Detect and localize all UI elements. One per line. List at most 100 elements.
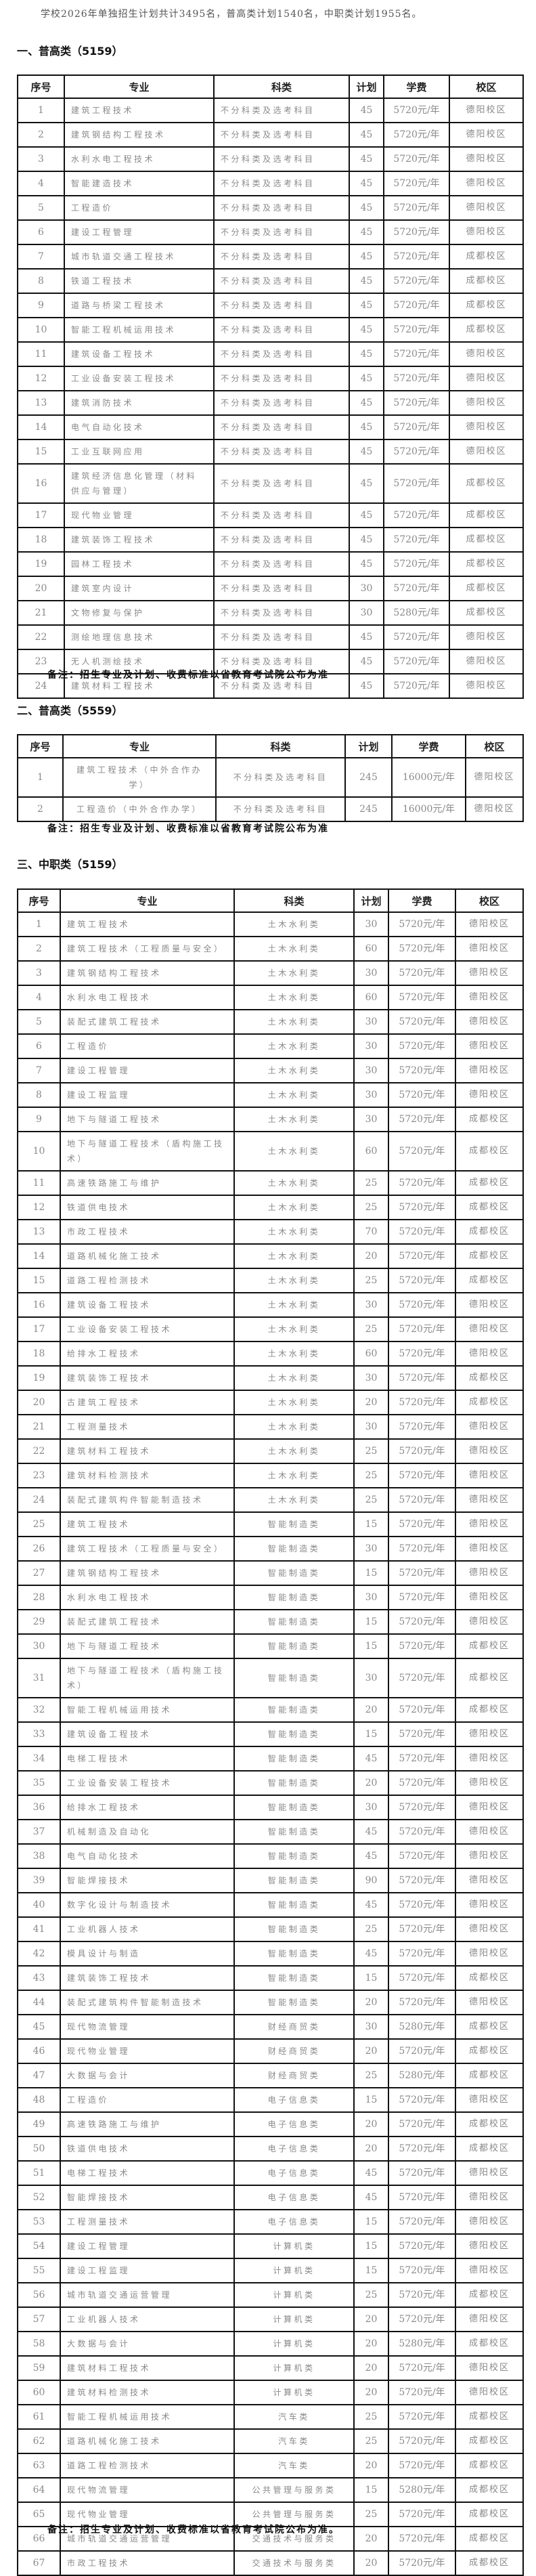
fee-cell: 5720元/年	[383, 414, 450, 440]
major-cell: 建筑材料工程技术	[64, 673, 215, 699]
category-cell: 计算机类	[233, 2306, 355, 2332]
campus-cell: 德阳校区	[455, 1487, 524, 1513]
fee-cell: 5720元/年	[388, 1107, 456, 1132]
plan-cell: 45	[353, 1746, 389, 1772]
table-row: 12 铁道供电技术 土木水利类 25 5720元/年 成都校区	[17, 1195, 524, 1220]
plan-cell: 45	[349, 527, 384, 553]
table-row: 17 工业设备安装工程技术 土木水利类 25 5720元/年 德阳校区	[17, 1316, 524, 1342]
seq-cell: 12	[17, 1195, 61, 1220]
plan-cell: 30	[353, 1009, 389, 1035]
table-row: 1 建筑工程技术（中外合作办学） 不分科类及选考科目 245 16000元/年 德阳校区	[17, 757, 524, 798]
major-cell: 文物修复与保护	[64, 600, 215, 626]
fee-cell: 5720元/年	[388, 1795, 456, 1820]
fee-cell: 5720元/年	[388, 1170, 456, 1196]
fee-cell: 5720元/年	[383, 244, 450, 270]
seq-cell: 15	[17, 1268, 61, 1293]
plan-cell: 45	[349, 219, 384, 245]
plan-cell: 45	[349, 171, 384, 196]
plan-cell: 45	[349, 502, 384, 528]
plan-cell: 60	[353, 1341, 389, 1367]
table-row: 27 建筑钢结构工程技术 智能制造类 15 5720元/年 德阳校区	[17, 1560, 524, 1586]
fee-cell: 5720元/年	[388, 2550, 456, 2576]
seq-cell: 59	[17, 2355, 61, 2381]
seq-cell: 18	[17, 527, 65, 553]
table-row: 51 电梯工程技术 电子信息类 45 5720元/年 德阳校区	[17, 2160, 524, 2186]
plan-cell: 25	[353, 1487, 389, 1513]
campus-cell: 成都校区	[455, 2550, 524, 2576]
fee-cell: 5720元/年	[388, 2380, 456, 2405]
fee-cell: 5720元/年	[388, 960, 456, 986]
plan-cell: 60	[353, 985, 389, 1010]
category-cell: 智能制造类	[233, 1843, 355, 1869]
major-cell: 建筑工程技术	[60, 1511, 235, 1537]
category-cell: 土木水利类	[233, 911, 355, 937]
fee-cell: 5720元/年	[383, 317, 450, 343]
seq-cell: 2	[17, 936, 61, 962]
header-campus: 校区	[465, 734, 524, 758]
table-row: 5 工程造价 不分科类及选考科目 45 5720元/年 德阳校区	[17, 195, 524, 221]
campus-cell: 德阳校区	[455, 1341, 524, 1367]
category-cell: 智能制造类	[233, 1795, 355, 1820]
campus-cell: 德阳校区	[455, 1990, 524, 2015]
seq-cell: 36	[17, 1795, 61, 1820]
table-row: 7 城市轨道交通工程技术 不分科类及选考科目 45 5720元/年 成都校区	[17, 244, 524, 270]
campus-cell: 德阳校区	[449, 219, 524, 245]
major-cell: 数字化设计与制造技术	[60, 1892, 235, 1918]
plan-cell: 70	[353, 1219, 389, 1245]
table-row: 5 装配式建筑工程技术 土木水利类 30 5720元/年 德阳校区	[17, 1009, 524, 1035]
category-cell: 不分科类及选考科目	[213, 244, 350, 270]
campus-cell: 德阳校区	[465, 796, 524, 822]
campus-cell: 德阳校区	[455, 1609, 524, 1635]
fee-cell: 16000元/年	[391, 796, 466, 822]
major-cell: 建筑设备工程技术	[64, 341, 215, 367]
category-cell: 汽车类	[233, 2428, 355, 2454]
plan-cell: 30	[353, 1082, 389, 1108]
table-header-row: 序号 专业 科类 计划 学费 校区	[17, 74, 524, 99]
category-cell: 土木水利类	[233, 1131, 355, 1172]
seq-cell: 18	[17, 1341, 61, 1367]
fee-cell: 5720元/年	[388, 2136, 456, 2162]
plan-cell: 20	[353, 2038, 389, 2064]
plan-cell: 30	[353, 1033, 389, 1059]
major-cell: 建筑工程技术（中外合作办学）	[62, 757, 217, 798]
category-cell: 智能制造类	[233, 1560, 355, 1586]
table-row: 22 建筑材料工程技术 土木水利类 25 5720元/年 德阳校区	[17, 1438, 524, 1464]
campus-cell: 成都校区	[455, 1633, 524, 1659]
major-cell: 古建筑工程技术	[60, 1390, 235, 1415]
seq-cell: 16	[17, 1292, 61, 1318]
category-cell: 电子信息类	[233, 2136, 355, 2162]
plan-cell: 15	[353, 1965, 389, 1991]
campus-cell: 德阳校区	[455, 1843, 524, 1869]
table-row: 21 文物修复与保护 不分科类及选考科目 30 5280元/年 成都校区	[17, 600, 524, 626]
fee-cell: 5720元/年	[388, 1219, 456, 1245]
table-row: 20 建筑室内设计 不分科类及选考科目 30 5720元/年 成都校区	[17, 576, 524, 601]
table-row: 26 建筑工程技术（工程质量与安全） 智能制造类 30 5720元/年 德阳校区	[17, 1536, 524, 1562]
major-cell: 建筑钢结构工程技术	[60, 960, 235, 986]
category-cell: 不分科类及选考科目	[213, 268, 350, 294]
category-cell: 土木水利类	[233, 1487, 355, 1513]
seq-cell: 48	[17, 2087, 61, 2113]
table-row: 36 给排水工程技术 智能制造类 30 5720元/年 德阳校区	[17, 1795, 524, 1820]
seq-cell: 1	[17, 757, 64, 798]
header-category: 科类	[233, 888, 355, 913]
seq-cell: 8	[17, 268, 65, 294]
fee-cell: 5720元/年	[383, 463, 450, 504]
campus-cell: 成都校区	[455, 1365, 524, 1391]
table-row: 2 建筑钢结构工程技术 不分科类及选考科目 45 5720元/年 德阳校区	[17, 122, 524, 148]
plan-cell: 25	[353, 1463, 389, 1488]
plan-cell: 25	[353, 1195, 389, 1220]
campus-cell: 德阳校区	[455, 1058, 524, 1083]
major-cell: 地下与隧道工程技术（盾构施工技术）	[60, 1131, 235, 1172]
campus-cell: 成都校区	[449, 244, 524, 270]
major-cell: 水利水电工程技术	[60, 1585, 235, 1610]
campus-cell: 成都校区	[455, 1243, 524, 1269]
table-row: 11 建筑设备工程技术 不分科类及选考科目 45 5720元/年 德阳校区	[17, 341, 524, 367]
major-cell: 建筑材料检测技术	[60, 2380, 235, 2405]
table-row: 16 建筑设备工程技术 土木水利类 30 5720元/年 德阳校区	[17, 1292, 524, 1318]
category-cell: 不分科类及选考科目	[213, 600, 350, 626]
campus-cell: 成都校区	[455, 1170, 524, 1196]
major-cell: 建筑工程技术（工程质量与安全）	[60, 936, 235, 962]
campus-cell: 德阳校区	[455, 2209, 524, 2235]
seq-cell: 26	[17, 1536, 61, 1562]
category-cell: 智能制造类	[233, 1609, 355, 1635]
